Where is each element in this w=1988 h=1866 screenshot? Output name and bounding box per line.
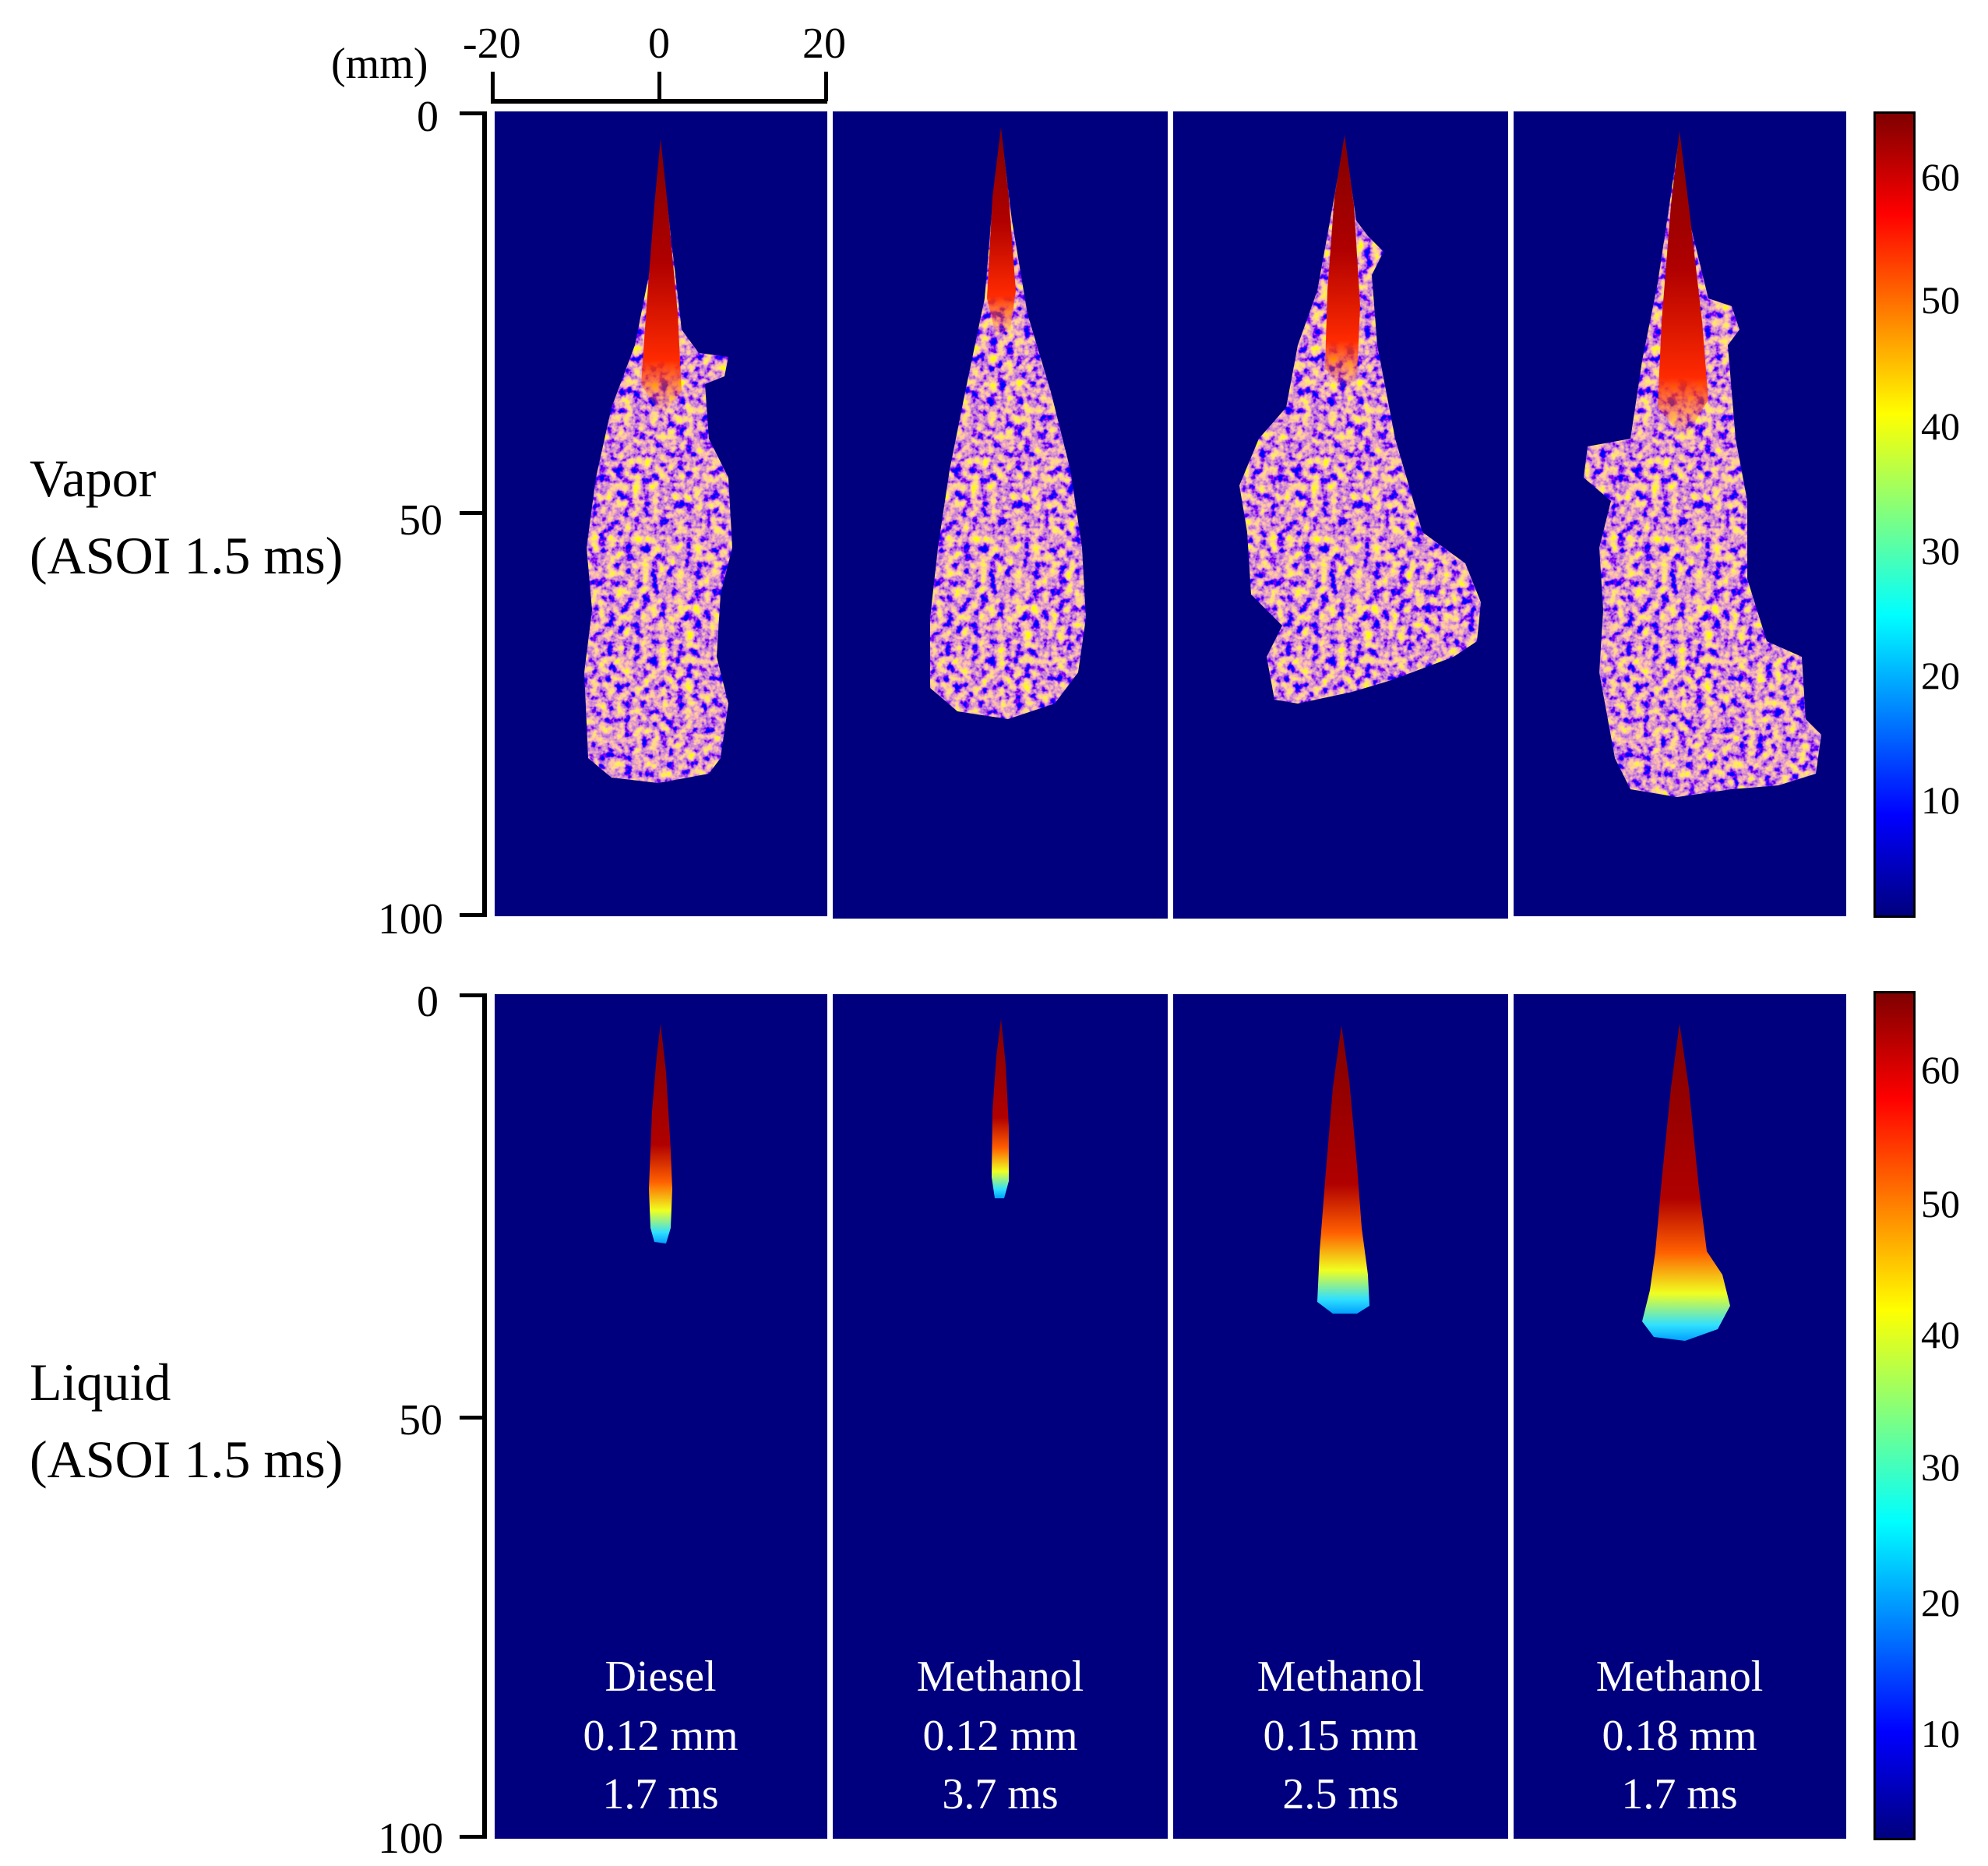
row-label-line2: (ASOI 1.5 ms) — [30, 1429, 344, 1489]
vapor-core — [641, 139, 682, 415]
case-fuel: Diesel — [605, 1653, 717, 1701]
liquid-core — [649, 1024, 672, 1243]
vapor-plume — [1239, 139, 1481, 704]
vapor-core — [1325, 135, 1360, 392]
y-tick-label: 50 — [399, 1396, 442, 1444]
case-fuel: Methanol — [916, 1653, 1084, 1701]
x-axis-tick — [657, 72, 661, 101]
vapor-panel-methanol-015 — [1173, 111, 1508, 919]
colorbar-bottom — [1873, 991, 1916, 1840]
y-tick-label: 100 — [378, 895, 443, 944]
x-axis-tick — [491, 72, 495, 101]
case-nozzle: 0.18 mm — [1602, 1711, 1757, 1760]
vapor-core — [987, 127, 1016, 337]
colorbar-tick-label: 20 — [1921, 1581, 1960, 1624]
row-label-vapor: Vapor (ASOI 1.5 ms) — [30, 440, 343, 594]
y-axis-tick — [460, 1835, 486, 1839]
vapor-plume — [930, 131, 1086, 719]
liquid-core — [1317, 1025, 1369, 1314]
x-axis-tick — [824, 72, 828, 101]
y-axis-tick — [460, 111, 486, 115]
colorbar-tick-label: 20 — [1921, 654, 1960, 697]
x-axis-line — [491, 99, 827, 104]
case-nozzle: 0.12 mm — [922, 1711, 1078, 1760]
vapor-core — [1658, 131, 1708, 439]
x-tick-label: -20 — [463, 19, 521, 68]
colorbar-tick-label: 30 — [1921, 1445, 1960, 1489]
colorbar-tick-label: 10 — [1921, 1712, 1960, 1755]
y-tick-label: 100 — [378, 1815, 443, 1863]
row-label-liquid: Liquid (ASOI 1.5 ms) — [30, 1344, 343, 1497]
y-tick-label: 0 — [417, 978, 439, 1026]
vapor-panel-diesel-012 — [495, 111, 827, 916]
x-tick-label: 20 — [802, 19, 846, 68]
liquid-panel-diesel-012 — [495, 994, 827, 1839]
vapor-plume — [1584, 135, 1821, 797]
liquid-core — [1642, 1024, 1730, 1341]
case-caption: Methanol 0.18 mm 1.7 ms — [1512, 1648, 1847, 1825]
liquid-panel-methanol-015 — [1173, 994, 1508, 1839]
liquid-panel-methanol-012 — [833, 994, 1168, 1839]
axis-unit-label: (mm) — [331, 40, 428, 88]
liquid-panel-methanol-018 — [1514, 994, 1846, 1839]
colorbar-tick-label: 60 — [1921, 155, 1960, 199]
case-caption: Methanol 0.12 mm 3.7 ms — [833, 1648, 1168, 1825]
vapor-panel-methanol-012 — [833, 111, 1168, 919]
case-nozzle: 0.12 mm — [583, 1711, 738, 1760]
case-duration: 2.5 ms — [1282, 1770, 1399, 1819]
case-caption: Methanol 0.15 mm 2.5 ms — [1173, 1648, 1508, 1825]
colorbar-tick-label: 10 — [1921, 778, 1960, 822]
case-nozzle: 0.15 mm — [1263, 1711, 1419, 1760]
vapor-panel-methanol-018 — [1514, 111, 1846, 916]
colorbar-top — [1873, 111, 1916, 918]
row-label-line1: Vapor — [30, 449, 157, 508]
y-axis-tick — [460, 913, 486, 917]
colorbar-tick-label: 30 — [1921, 529, 1960, 573]
case-caption: Diesel 0.12 mm 1.7 ms — [493, 1648, 828, 1825]
y-axis-tick — [460, 1416, 486, 1420]
colorbar-tick-label: 50 — [1921, 278, 1960, 322]
colorbar-tick-label: 40 — [1921, 1313, 1960, 1356]
colorbar-tick-label: 60 — [1921, 1048, 1960, 1092]
liquid-core — [992, 1019, 1009, 1198]
y-axis-tick — [460, 511, 486, 515]
y-tick-label: 50 — [399, 496, 442, 545]
case-duration: 1.7 ms — [602, 1770, 719, 1819]
case-duration: 3.7 ms — [942, 1770, 1059, 1819]
y-tick-label: 0 — [417, 93, 439, 141]
case-fuel: Methanol — [1257, 1653, 1425, 1701]
colorbar-tick-label: 40 — [1921, 404, 1960, 448]
vapor-plume — [584, 143, 732, 783]
row-label-line2: (ASOI 1.5 ms) — [30, 525, 344, 585]
y-axis-tick — [460, 993, 486, 997]
row-label-line1: Liquid — [30, 1353, 171, 1412]
case-duration: 1.7 ms — [1621, 1770, 1738, 1819]
x-tick-label: 0 — [648, 19, 670, 68]
colorbar-tick-label: 50 — [1921, 1182, 1960, 1226]
case-fuel: Methanol — [1595, 1653, 1764, 1701]
